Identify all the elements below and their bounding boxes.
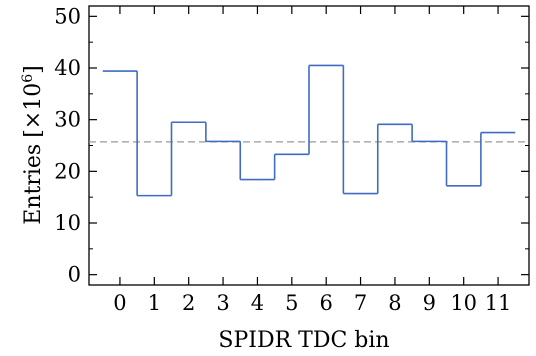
y-tick-label-4: 40: [54, 56, 81, 80]
y-axis-title: Entries [×106]: [20, 65, 46, 224]
x-tick-label-9: 9: [423, 291, 436, 315]
y-axis-title-main: Entries: [21, 144, 46, 225]
x-tick-label-1: 1: [148, 291, 161, 315]
x-tick-label-2: 2: [182, 291, 195, 315]
x-tick-labels: 0 1 2 3 4 5 6 7 8 9 10 11: [113, 291, 511, 315]
y-tick-label-2: 20: [54, 159, 81, 183]
x-tick-label-7: 7: [354, 291, 367, 315]
y-tick-label-0: 0: [68, 263, 81, 287]
y-tick-label-3: 30: [54, 108, 81, 132]
x-tick-label-4: 4: [251, 291, 264, 315]
x-tick-label-11: 11: [485, 291, 512, 315]
y-axis-unit-suffix: ]: [21, 65, 46, 74]
x-tick-label-10: 10: [450, 291, 477, 315]
y-tick-labels: 0 10 20 30 40 50: [54, 4, 81, 286]
x-tick-label-6: 6: [320, 291, 333, 315]
y-axis-unit-prefix: [×10: [21, 83, 46, 138]
x-tick-label-0: 0: [113, 291, 126, 315]
x-tick-label-5: 5: [285, 291, 298, 315]
series-layer: [103, 65, 516, 195]
x-tick-label-3: 3: [216, 291, 229, 315]
y-axis-unit-exponent: 6: [20, 74, 36, 83]
x-tick-label-8: 8: [388, 291, 401, 315]
x-axis-title: SPIDR TDC bin: [218, 328, 389, 353]
y-tick-label-5: 50: [54, 4, 81, 28]
y-tick-label-1: 10: [54, 211, 81, 235]
